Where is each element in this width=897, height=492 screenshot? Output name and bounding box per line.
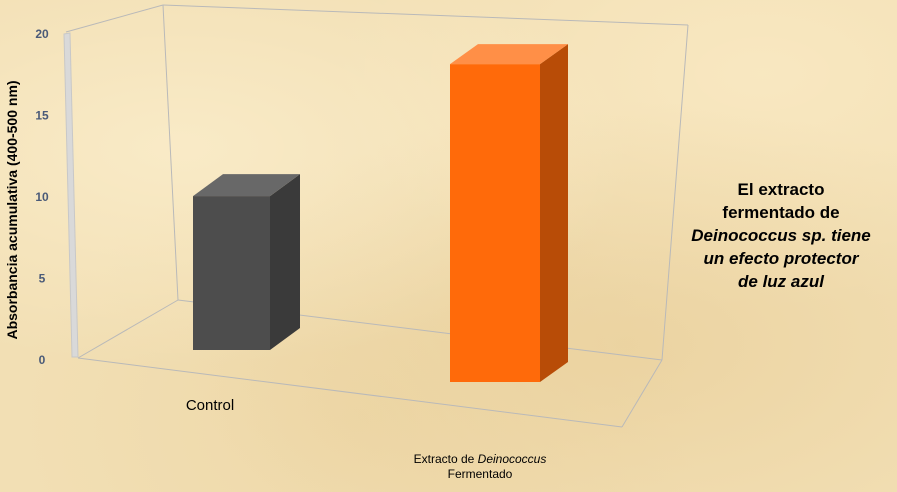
frame-floor-front bbox=[77, 357, 623, 428]
bar-top-face bbox=[193, 174, 300, 197]
category-label-extract-italic: Deinococcus bbox=[477, 452, 547, 466]
bar-1 bbox=[193, 174, 300, 350]
annotation-line-2: fermentado de bbox=[722, 203, 840, 222]
frame-floor-left-depth bbox=[77, 299, 179, 359]
y-tick-label: 5 bbox=[39, 272, 46, 286]
annotation-text: El extracto fermentado de Deinococcus sp… bbox=[668, 178, 894, 293]
annotation-line-1: El extracto bbox=[737, 180, 825, 199]
x-category-label-control: Control bbox=[150, 397, 270, 414]
frame-back-left bbox=[162, 4, 179, 301]
bar-2 bbox=[450, 44, 568, 383]
y-tick-label: 0 bbox=[39, 353, 46, 367]
annotation-line-4: un efecto protector bbox=[703, 249, 859, 268]
frame-back-right bbox=[661, 24, 689, 361]
y-tick-label: 20 bbox=[35, 27, 49, 41]
y-tick-label: 15 bbox=[35, 109, 49, 123]
chart-frame bbox=[63, 4, 689, 428]
category-label-extract-prefix: Extracto de bbox=[413, 452, 478, 466]
chart-bars bbox=[193, 44, 568, 383]
category-label-control-text: Control bbox=[185, 397, 235, 414]
frame-left-wall bbox=[63, 32, 79, 358]
frame-top-left-depth bbox=[65, 4, 164, 33]
annotation-line-3: Deinococcus sp. tiene bbox=[691, 226, 871, 245]
annotation-line-5: de luz azul bbox=[738, 272, 824, 291]
category-label-extract-suffix: Fermentado bbox=[447, 467, 513, 481]
x-category-label-extract: Extracto de Deinococcus Fermentado bbox=[360, 452, 600, 482]
bar-front-face bbox=[193, 196, 270, 350]
bar-side-face bbox=[540, 44, 568, 383]
bar-side-face bbox=[270, 174, 300, 350]
frame-floor-right-depth bbox=[621, 359, 663, 428]
bar-top-face bbox=[450, 44, 568, 65]
y-axis-ticks: 0 5 10 15 20 bbox=[35, 27, 49, 367]
bar-front-face bbox=[450, 64, 540, 383]
frame-back-top bbox=[162, 4, 689, 26]
y-tick-label: 10 bbox=[35, 190, 49, 204]
y-axis-label: Absorbancia acumulativa (400-500 nm) bbox=[4, 80, 20, 339]
